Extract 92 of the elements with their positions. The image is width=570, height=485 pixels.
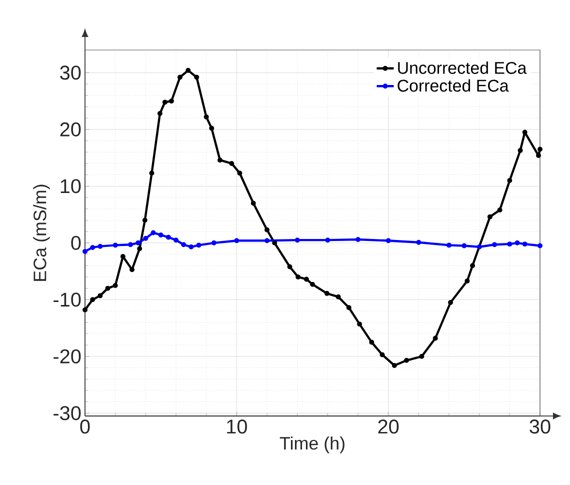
point: [416, 240, 422, 245]
point: [229, 160, 234, 166]
point: [112, 242, 118, 248]
x-tick-label: 30: [530, 420, 550, 434]
point: [538, 243, 542, 248]
point: [82, 307, 88, 312]
point: [150, 230, 156, 236]
point: [507, 242, 512, 247]
point: [294, 238, 300, 243]
point: [174, 238, 178, 243]
x-tick-label: 20: [378, 420, 399, 434]
point: [522, 242, 528, 247]
legend-label: Uncorrected ECa: [398, 62, 527, 74]
point: [264, 227, 270, 232]
point: [324, 290, 330, 296]
point: [356, 237, 360, 242]
point: [380, 352, 385, 358]
point: [142, 218, 148, 223]
point: [90, 297, 96, 302]
point: [538, 146, 542, 152]
point: [296, 274, 301, 280]
point: [98, 244, 103, 249]
point: [432, 336, 438, 341]
point: [462, 243, 467, 248]
point: [392, 363, 397, 368]
point: [514, 240, 520, 246]
point: [186, 68, 191, 73]
point: [149, 170, 154, 176]
point: [250, 200, 256, 206]
point: [507, 178, 512, 183]
point: [158, 232, 164, 238]
point: [369, 340, 374, 345]
point: [166, 234, 171, 240]
point: [470, 263, 476, 268]
y-tick-label: -10: [54, 292, 81, 307]
point: [112, 282, 118, 288]
y-tick-label: 10: [60, 179, 81, 194]
point: [497, 208, 502, 212]
point: [196, 242, 202, 248]
point: [404, 358, 410, 363]
point: [136, 240, 141, 246]
point: [168, 98, 174, 104]
point: [105, 286, 110, 291]
point: [446, 242, 452, 248]
point: [346, 305, 352, 310]
point: [448, 300, 454, 305]
y-tick-label: -20: [54, 349, 81, 364]
point: [234, 238, 240, 244]
x-tick-label: 0: [80, 420, 90, 434]
point: [304, 276, 309, 282]
point: [130, 267, 135, 272]
point: [310, 282, 315, 287]
point: [177, 74, 182, 80]
point: [143, 236, 148, 241]
point: [476, 244, 482, 250]
y-tick-label: 30: [60, 66, 81, 80]
y-tick-label: 20: [60, 122, 81, 136]
point: [209, 126, 214, 131]
point: [82, 248, 88, 254]
point: [357, 322, 362, 327]
point: [90, 244, 96, 250]
point: [181, 242, 186, 248]
point: [204, 114, 209, 120]
point: [264, 238, 270, 244]
point: [518, 148, 523, 153]
point: [137, 246, 142, 252]
y-tick-label: -30: [54, 406, 81, 420]
point: [128, 242, 133, 248]
point: [211, 240, 216, 246]
y-tick-label: 0: [71, 236, 81, 250]
point: [464, 278, 470, 284]
point: [217, 158, 222, 163]
point: [188, 244, 194, 250]
point: [492, 242, 497, 248]
point: [536, 153, 541, 158]
point: [487, 214, 492, 220]
point: [419, 354, 424, 359]
legend-label: Corrected ECa: [398, 79, 509, 92]
point: [272, 240, 278, 246]
point: [336, 294, 341, 300]
point: [325, 238, 330, 243]
y-axis-title: ECa (mS/m): [33, 184, 50, 281]
x-axis-title: Time (h): [280, 436, 344, 454]
point: [522, 130, 528, 135]
point: [162, 100, 168, 105]
point: [287, 264, 292, 270]
point: [98, 293, 103, 298]
point: [237, 170, 242, 176]
point: [386, 238, 391, 244]
point: [157, 111, 162, 116]
x-tick-label: 10: [227, 420, 247, 434]
point: [194, 74, 200, 80]
